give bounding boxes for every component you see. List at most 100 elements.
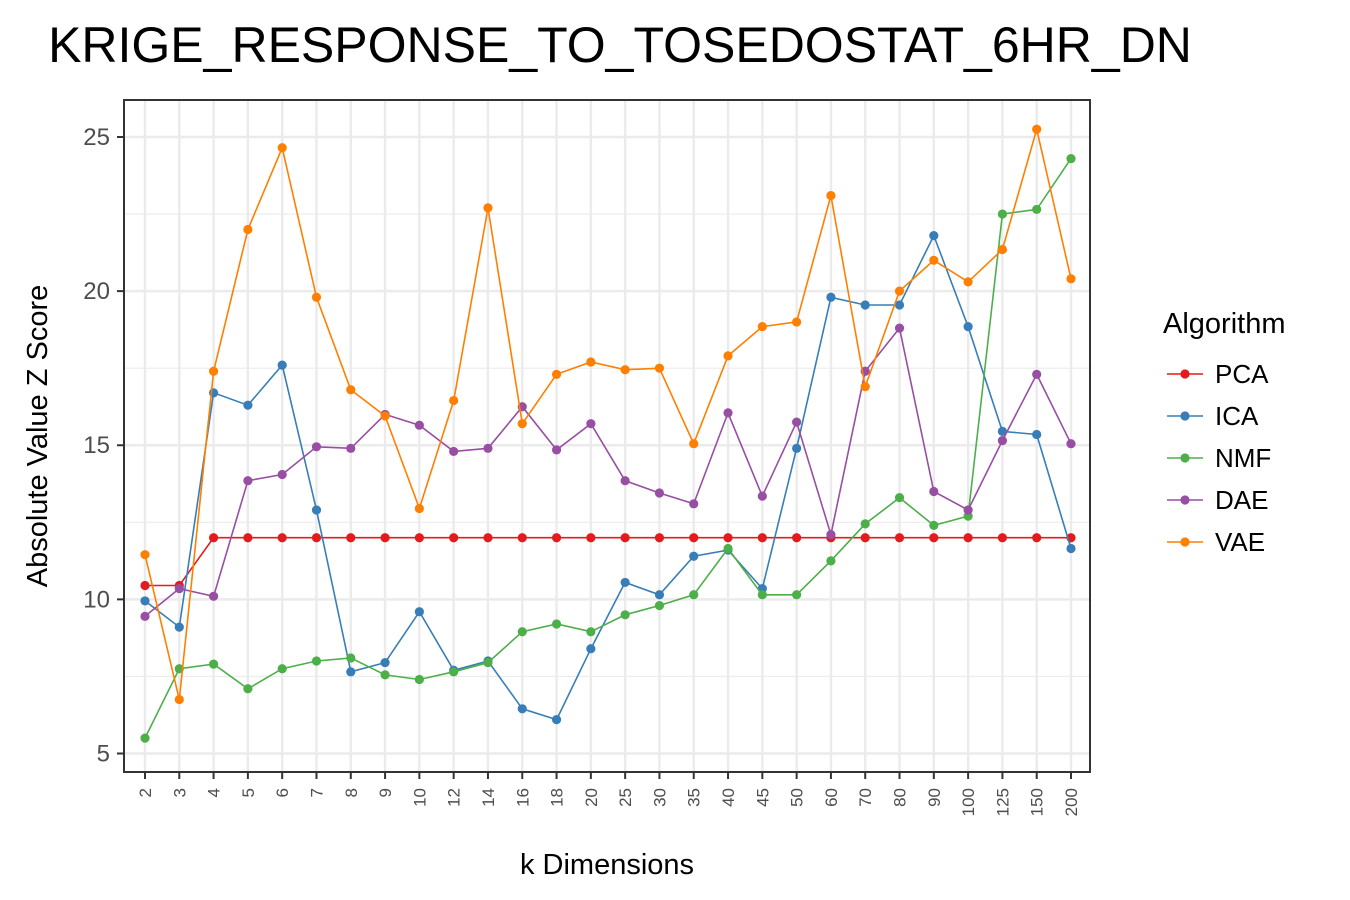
y-tick-label: 10 [83, 586, 110, 613]
data-point [277, 664, 287, 674]
x-tick-label: 60 [822, 788, 841, 807]
data-point [551, 369, 562, 379]
data-point [997, 244, 1008, 255]
y-axis-title: Absolute Value Z Score [22, 285, 54, 588]
x-tick-label: 10 [410, 788, 429, 807]
x-tick-label: 150 [1028, 788, 1047, 816]
legend-item-nmf: NMF [1167, 443, 1271, 473]
x-tick-label: 6 [273, 788, 292, 797]
data-point [414, 420, 424, 430]
data-point [243, 684, 253, 694]
data-point [929, 533, 939, 543]
data-point [792, 417, 802, 427]
x-tick-label: 9 [376, 788, 395, 797]
data-point [689, 551, 699, 561]
legend-key-point [1180, 537, 1190, 547]
legend-title: Algorithm [1163, 308, 1286, 340]
data-point [689, 499, 699, 509]
legend-item-vae: VAE [1167, 527, 1265, 557]
data-point [243, 476, 253, 486]
x-tick-label: 18 [548, 788, 567, 807]
data-point [311, 656, 322, 666]
y-tick-label: 5 [97, 741, 110, 768]
x-tick-label: 3 [170, 788, 189, 797]
data-point [551, 619, 562, 629]
data-point [997, 533, 1008, 543]
data-point [654, 600, 665, 611]
data-point [1066, 153, 1076, 164]
x-axis: 2 3 4 5 6 7 8 9 10 12 14 16 18 20 25 30 35 40 45 50 60 70 80 90… [136, 772, 1081, 816]
data-point [929, 231, 939, 241]
legend-key-point [1180, 369, 1190, 379]
x-tick-label: 70 [856, 788, 875, 807]
data-point [963, 321, 973, 332]
data-point [894, 533, 905, 543]
legend-item-pca: PCA [1167, 359, 1269, 389]
data-point [140, 596, 150, 606]
data-point [208, 659, 219, 669]
series-layer [140, 124, 1076, 743]
data-point [792, 317, 802, 327]
data-point [483, 203, 493, 213]
y-tick-label: 20 [83, 278, 110, 305]
data-point [723, 408, 733, 418]
x-tick-label: 50 [788, 788, 807, 807]
data-point [346, 385, 356, 395]
data-point [860, 382, 870, 392]
data-point [1032, 369, 1042, 379]
data-point [483, 533, 493, 543]
data-point [654, 590, 665, 600]
data-point [551, 445, 562, 455]
data-point [826, 292, 836, 302]
data-point [826, 190, 836, 201]
data-point [449, 395, 459, 406]
x-tick-label: 2 [136, 788, 155, 797]
data-point [1032, 533, 1042, 543]
data-point [894, 300, 905, 310]
data-point [449, 446, 459, 457]
data-point [414, 674, 424, 685]
x-tick-label: 30 [650, 788, 669, 807]
data-point [517, 704, 527, 714]
data-point [620, 610, 630, 620]
legend-label: VAE [1215, 527, 1265, 557]
data-point [174, 694, 184, 705]
x-tick-label: 20 [582, 788, 601, 807]
data-point [586, 627, 596, 637]
x-tick-label: 35 [685, 788, 704, 807]
data-point [826, 530, 836, 540]
x-tick-label: 90 [925, 788, 944, 807]
data-point [689, 533, 699, 543]
data-point [689, 590, 699, 600]
data-point [1032, 429, 1042, 440]
y-tick-label: 25 [83, 124, 110, 151]
x-tick-label: 4 [205, 788, 224, 797]
x-axis-title: k Dimensions [520, 849, 694, 881]
series-line [145, 536, 1071, 587]
data-point [860, 300, 870, 310]
chart-title: KRIGE_RESPONSE_TO_TOSEDOSTAT_6HR_DN [48, 17, 1192, 73]
data-point [517, 627, 527, 637]
data-point [277, 533, 287, 543]
data-point [380, 657, 390, 668]
data-point [894, 286, 905, 296]
data-point [586, 357, 596, 367]
data-point [997, 426, 1008, 436]
series-line [144, 158, 1072, 739]
data-point [586, 533, 596, 543]
series-pca [140, 533, 1076, 591]
data-point [311, 505, 322, 515]
data-point [140, 611, 150, 621]
series-line [144, 233, 1072, 721]
data-point [586, 644, 596, 654]
x-tick-label: 100 [959, 788, 978, 816]
data-point [277, 469, 287, 480]
data-point [963, 277, 973, 287]
data-point [620, 476, 630, 486]
data-point [757, 590, 767, 600]
data-point [620, 577, 630, 588]
data-point [1032, 124, 1042, 134]
x-tick-label: 8 [342, 788, 361, 797]
legend: Algorithm PCA ICA NMF DAE VAE [1163, 308, 1286, 557]
data-point [517, 533, 527, 543]
